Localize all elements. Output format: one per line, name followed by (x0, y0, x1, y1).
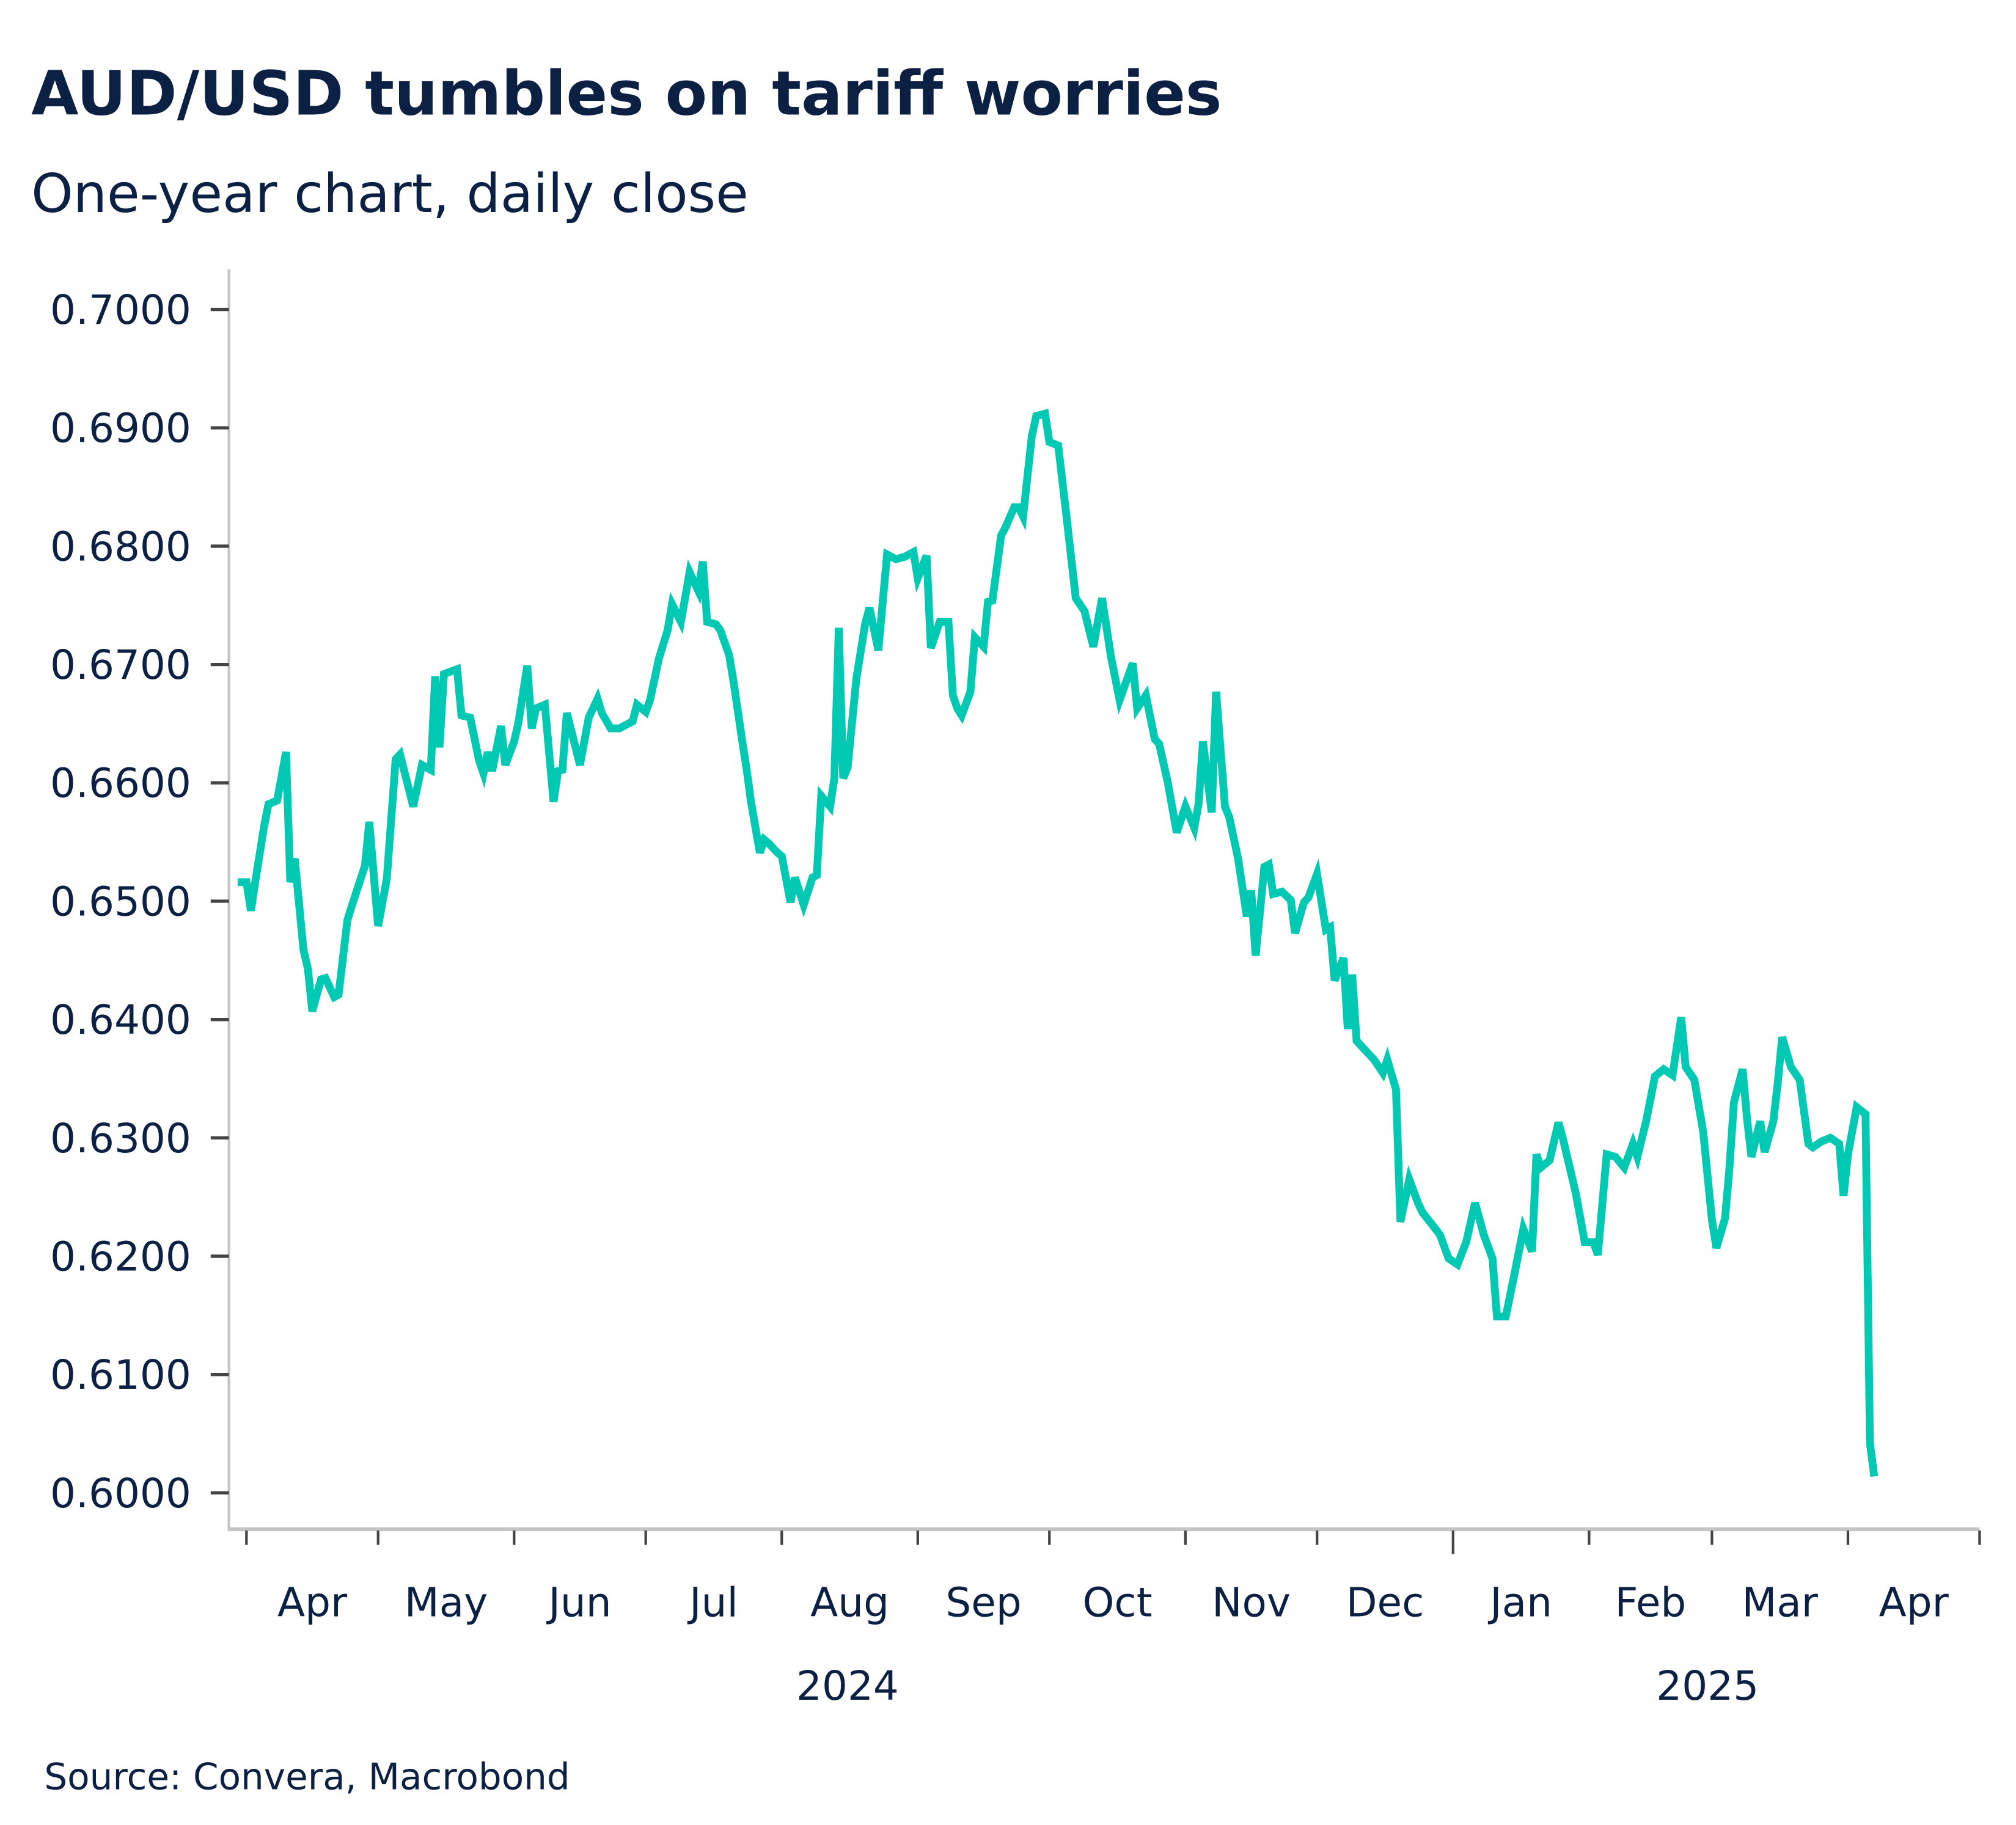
x-month-label: Nov (1212, 1579, 1291, 1626)
source-note: Source: Convera, Macrobond (44, 1757, 570, 1799)
x-axis-ticks: Apr May Jun Jul Aug Sep Oct Nov Dec Jan Feb Mar Apr 2… (245, 1531, 1981, 1710)
y-tick-label: 0.7000 (50, 287, 191, 334)
y-tick-label: 0.6500 (50, 878, 191, 925)
x-month-label: Jul (687, 1579, 738, 1626)
x-month-label: Apr (1879, 1579, 1949, 1626)
chart-subtitle: One-year chart, daily close (31, 163, 749, 225)
y-tick-label: 0.6000 (50, 1470, 191, 1517)
y-tick-label: 0.6200 (50, 1233, 191, 1280)
x-month-label: May (405, 1579, 488, 1626)
y-tick-label: 0.6400 (50, 997, 191, 1044)
x-month-label: Oct (1083, 1579, 1153, 1626)
aud-usd-series-line (237, 409, 1879, 1477)
y-tick-label: 0.6600 (50, 760, 191, 807)
y-tick-label: 0.6700 (50, 642, 191, 689)
x-month-label: Jun (546, 1579, 611, 1626)
chart-title: AUD/USD tumbles on tariff worries (31, 57, 1222, 129)
y-tick-label: 0.6900 (50, 405, 191, 452)
x-year-label: 2025 (1656, 1662, 1759, 1710)
x-month-label: Feb (1615, 1579, 1687, 1626)
x-month-label: Jan (1487, 1579, 1552, 1626)
x-month-label: Dec (1346, 1579, 1424, 1626)
y-tick-label: 0.6300 (50, 1115, 191, 1162)
y-tick-label: 0.6800 (50, 523, 191, 570)
x-month-label: Apr (277, 1579, 348, 1626)
y-tick-label: 0.6100 (50, 1351, 191, 1399)
y-axis-ticks: 0.7000 0.6900 0.6800 0.6700 0.6600 0.6500 0.64… (50, 287, 229, 1517)
x-year-label: 2024 (796, 1662, 899, 1710)
x-month-label: Mar (1742, 1579, 1818, 1626)
x-month-label: Sep (945, 1579, 1021, 1626)
x-month-label: Aug (810, 1579, 889, 1626)
